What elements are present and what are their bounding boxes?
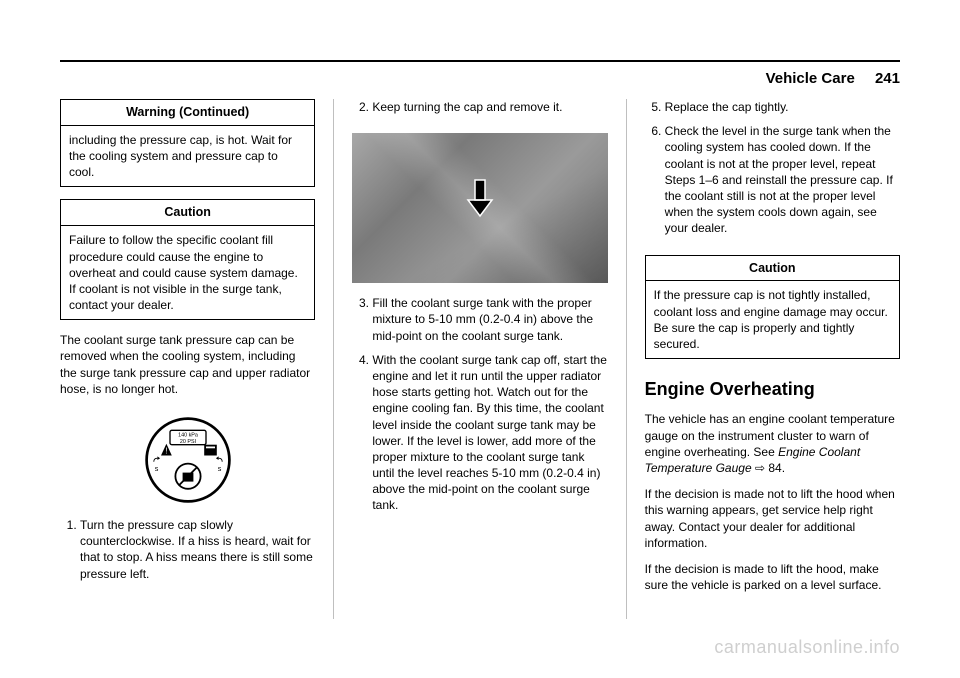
step-list-1: Turn the pressure cap slowly countercloc… [60, 517, 315, 590]
cap-label-bot: 20 PSI [180, 439, 196, 445]
caution-body-2: If the pressure cap is not tightly insta… [646, 281, 899, 358]
engine-photo [352, 133, 607, 283]
warning-box: Warning (Continued) including the pressu… [60, 99, 315, 187]
paragraph: The vehicle has an engine coolant temper… [645, 411, 900, 476]
column-separator [626, 99, 627, 619]
down-arrow-icon [466, 178, 494, 218]
cap-label-top: 140 kPa [178, 433, 198, 439]
reference-link: ⇨ 84 [752, 461, 782, 475]
page-header: Vehicle Care 241 [60, 70, 900, 87]
caution-box: Caution Failure to follow the specific c… [60, 199, 315, 320]
step-3: Fill the coolant surge tank with the pro… [372, 295, 607, 344]
section-heading: Engine Overheating [645, 377, 900, 401]
caution-title-2: Caution [646, 256, 899, 282]
column-1: Warning (Continued) including the pressu… [60, 99, 315, 619]
caution-body: Failure to follow the specific coolant f… [61, 226, 314, 319]
header-title: Vehicle Care [766, 70, 855, 87]
step-list-3: Fill the coolant surge tank with the pro… [352, 295, 607, 521]
step-4: With the coolant surge tank cap off, sta… [372, 352, 607, 514]
content-columns: Warning (Continued) including the pressu… [60, 99, 900, 619]
watermark: carmanualsonline.info [714, 637, 900, 658]
warning-title: Warning (Continued) [61, 100, 314, 126]
warning-body: including the pressure cap, is hot. Wait… [61, 126, 314, 187]
column-3: Replace the cap tightly. Check the level… [645, 99, 900, 619]
text: . [782, 461, 785, 475]
paragraph: The coolant surge tank pressure cap can … [60, 332, 315, 397]
column-2: Keep turning the cap and remove it. Fill… [352, 99, 607, 619]
svg-text:s: s [217, 464, 221, 473]
paragraph: If the decision is made not to lift the … [645, 486, 900, 551]
header-rule [60, 60, 900, 62]
step-list-2: Keep turning the cap and remove it. [352, 99, 607, 123]
page-number: 241 [875, 70, 900, 87]
svg-text:s: s [154, 464, 158, 473]
caution-box-2: Caution If the pressure cap is not tight… [645, 255, 900, 360]
step-2: Keep turning the cap and remove it. [372, 99, 607, 115]
step-5: Replace the cap tightly. [665, 99, 900, 115]
step-6: Check the level in the surge tank when t… [665, 123, 900, 236]
column-separator [333, 99, 334, 619]
paragraph: If the decision is made to lift the hood… [645, 561, 900, 593]
caution-title: Caution [61, 200, 314, 226]
step-list-4: Replace the cap tightly. Check the level… [645, 99, 900, 245]
pressure-cap-icon: 140 kPa 20 PSI ! s s [143, 415, 233, 505]
step-1: Turn the pressure cap slowly countercloc… [80, 517, 315, 582]
svg-text:!: ! [165, 447, 167, 456]
